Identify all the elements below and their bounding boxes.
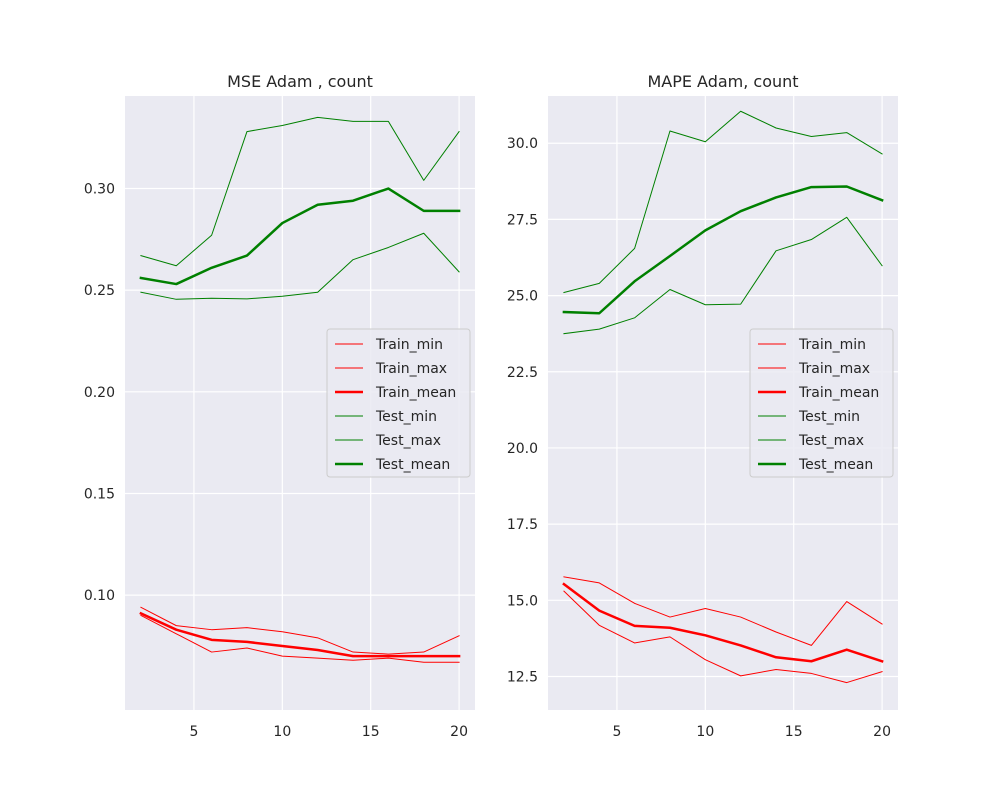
legend-label: Test_min — [798, 409, 860, 425]
y-tick-label: 17.5 — [507, 517, 538, 533]
series-line-train-mean — [562, 582, 884, 663]
tick-labels-mse: 5 10 15 20 0.10 0.15 0.20 0.25 0.30 — [84, 182, 468, 740]
series-line-test-max — [140, 116, 460, 267]
x-tick-label: 10 — [273, 724, 291, 740]
y-tick-label: 0.20 — [84, 385, 115, 401]
x-tick-label: 10 — [696, 724, 714, 740]
legend-label: Test_min — [375, 409, 437, 425]
series-line-train-min — [140, 614, 460, 663]
y-tick-label: 15.0 — [507, 593, 538, 609]
tick-labels-mape: 5 10 15 20 12.5 15.0 17.5 20.0 22.5 25.0 27.5 30.0 — [507, 136, 891, 740]
series-line-test-mean — [139, 187, 461, 286]
legend-label: Train_min — [798, 337, 866, 353]
y-tick-label: 22.5 — [507, 365, 538, 381]
panel-mape: 5 10 15 2012.515.017.520.022.525.027.530.0 … — [507, 72, 898, 740]
y-tick-label: 27.5 — [507, 212, 538, 228]
x-tick-label: 5 — [612, 724, 621, 740]
y-tick-label: 12.5 — [507, 669, 538, 685]
y-tick-label: 0.30 — [84, 182, 115, 198]
x-tick-label: 15 — [362, 724, 380, 740]
x-tick-label: 20 — [450, 724, 468, 740]
x-tick-label: 5 — [189, 724, 198, 740]
series-line-test-min — [140, 232, 460, 300]
y-tick-label: 20.0 — [507, 441, 538, 457]
legend-mse: Train_min Train_max Train_mean Test_min Test… — [326, 328, 471, 478]
y-tick-label: 25.0 — [507, 289, 538, 305]
legend-label: Train_min — [375, 337, 443, 353]
series-line-test-mean — [562, 185, 884, 315]
legend-label: Train_mean — [798, 385, 879, 401]
chart-title-mape: MAPE Adam, count — [647, 72, 798, 91]
y-tick-label: 30.0 — [507, 136, 538, 152]
legend-label: Train_max — [375, 361, 447, 377]
x-tick-label: 15 — [785, 724, 803, 740]
x-tick-label: 20 — [873, 724, 891, 740]
y-tick-label: 0.15 — [84, 486, 115, 502]
series-line-train-mean — [139, 611, 461, 658]
y-tick-label: 0.10 — [84, 588, 115, 604]
panel-mse: 5 10 15 20 0.10 0.15 0.20 0.25 0.30 MSE Adam , c… — [84, 72, 475, 740]
series-line-train-max — [563, 576, 883, 646]
legend-label: Test_max — [798, 433, 864, 449]
legend-label: Train_mean — [375, 385, 456, 401]
series-lines-mape — [562, 110, 884, 684]
series-line-train-min — [563, 590, 883, 684]
legend-label: Test_mean — [798, 457, 873, 473]
series-lines-mse — [139, 116, 461, 663]
legend-label: Train_max — [798, 361, 870, 377]
legend-label: Test_mean — [375, 457, 450, 473]
chart-title-mse: MSE Adam , count — [227, 72, 373, 91]
series-line-train-max — [140, 606, 460, 655]
series-line-test-max — [563, 110, 883, 294]
series-line-test-min — [563, 216, 883, 335]
legend-label: Test_max — [375, 433, 441, 449]
y-tick-label: 0.25 — [84, 283, 115, 299]
legend-mape: Train_min Train_max Train_mean Test_min Test… — [749, 328, 894, 478]
